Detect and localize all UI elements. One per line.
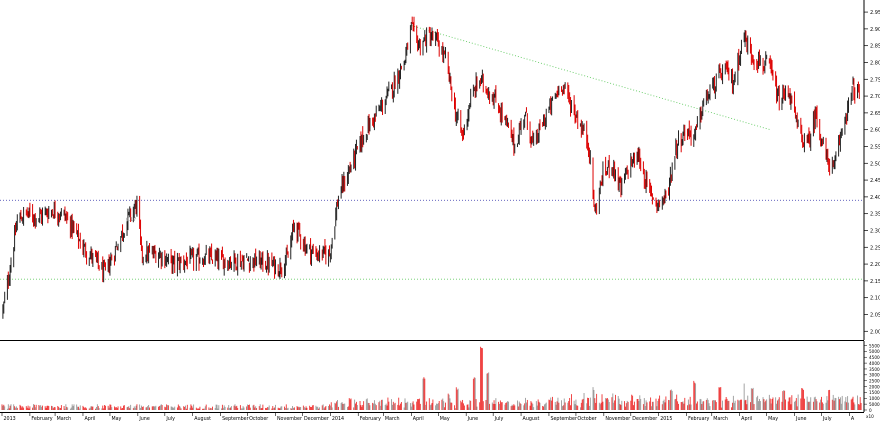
x-tick-label-28: May xyxy=(768,416,778,421)
x-tick-label-2: March xyxy=(57,416,72,421)
price-tick-label-3: 2.80 xyxy=(870,60,880,66)
x-tick-label-5: June xyxy=(138,416,149,421)
price-tick-label-17: 2.10 xyxy=(870,296,880,302)
x-tick-label-7: August xyxy=(194,416,211,421)
price-tick-label-15: 2.20 xyxy=(870,262,880,268)
x-tick-label-23: December xyxy=(632,416,657,421)
x-tick-label-11: December xyxy=(304,416,329,421)
x-tick-label-26: March xyxy=(713,416,728,421)
x-tick-label-4: May xyxy=(111,416,121,421)
x-tick-label-27: April xyxy=(741,416,752,421)
price-tick-label-11: 2.40 xyxy=(870,195,880,201)
volume-tick-label-2: 45000 xyxy=(869,355,880,360)
x-tick-label-3: April xyxy=(84,416,95,421)
x-tick-label-17: June xyxy=(467,416,478,421)
x-tick-label-6: July xyxy=(165,416,175,421)
x-tick-label-8: September xyxy=(222,416,249,421)
price-tick-label-9: 2.50 xyxy=(870,161,880,167)
volume-tick-label-9: 10000 xyxy=(869,396,880,401)
volume-tick-label-4: 35000 xyxy=(869,367,880,372)
price-tick-label-6: 2.65 xyxy=(870,111,880,117)
x-tick-label-12: 2014 xyxy=(332,416,344,421)
x-tick-label-21: October xyxy=(577,416,596,421)
volume-y-axis: 5500050000450004000035000300002500020000… xyxy=(864,343,880,419)
x-tick-label-20: September xyxy=(550,416,577,421)
x-tick-label-1: February xyxy=(31,416,52,421)
x-tick-label-22: November xyxy=(605,416,630,421)
volume-tick-label-3: 40000 xyxy=(869,361,880,366)
price-annotation: 0.17 xyxy=(126,217,136,223)
x-tick-label-16: May xyxy=(440,416,450,421)
price-tick-label-2: 2.85 xyxy=(870,44,880,50)
x-tick-label-18: July xyxy=(494,416,504,421)
price-tick-label-19: 2.00 xyxy=(870,329,880,335)
price-tick-label-4: 2.75 xyxy=(870,77,880,83)
x-tick-label-25: February xyxy=(688,416,709,421)
volume-tick-label-8: 15000 xyxy=(869,390,880,395)
x-tick-label-13: February xyxy=(360,416,381,421)
x-tick-label-30: July xyxy=(822,416,832,421)
price-tick-label-18: 2.05 xyxy=(870,312,880,318)
price-tick-label-13: 2.30 xyxy=(870,228,880,234)
x-tick-label-14: March xyxy=(385,416,400,421)
price-candles xyxy=(2,16,860,319)
x-tick-label-0: 2013 xyxy=(4,416,16,421)
volume-tick-label-6: 25000 xyxy=(869,378,880,383)
trendline xyxy=(411,25,771,131)
price-tick-label-0: 2.95 xyxy=(870,10,880,16)
price-tick-label-5: 2.70 xyxy=(870,94,880,100)
x-tick-label-9: October xyxy=(249,416,268,421)
volume-tick-label-5: 30000 xyxy=(869,373,880,378)
volume-tick-label-0: 55000 xyxy=(869,343,880,348)
volume-scale-label: x10 xyxy=(866,414,874,419)
price-reference-lines xyxy=(0,25,864,280)
x-tick-label-10: November xyxy=(277,416,302,421)
price-tick-label-14: 2.25 xyxy=(870,245,880,251)
volume-tick-label-7: 20000 xyxy=(869,384,880,389)
price-tick-label-1: 2.90 xyxy=(870,27,880,33)
volume-bars xyxy=(1,346,862,410)
price-tick-label-7: 2.60 xyxy=(870,128,880,134)
x-tick-label-19: August xyxy=(523,416,540,421)
price-tick-label-8: 2.55 xyxy=(870,144,880,150)
price-y-axis: 2.95 2.90 2.85 2.80 2.75 2.70 2.65 2.60 2.55 2.50… xyxy=(864,10,880,335)
x-tick-label-31: A xyxy=(851,416,855,421)
x-tick-label-15: April xyxy=(413,416,424,421)
x-tick-label-24: 2015 xyxy=(660,416,672,421)
price-tick-label-10: 2.45 xyxy=(870,178,880,184)
price-tick-label-16: 2.15 xyxy=(870,279,880,285)
volume-tick-label-10: 5000 xyxy=(869,402,880,407)
price-annotations: 0.17 xyxy=(126,217,136,223)
volume-tick-label-11: 0 xyxy=(869,408,872,413)
x-tick-label-29: June xyxy=(795,416,806,421)
price-tick-label-12: 2.35 xyxy=(870,212,880,218)
